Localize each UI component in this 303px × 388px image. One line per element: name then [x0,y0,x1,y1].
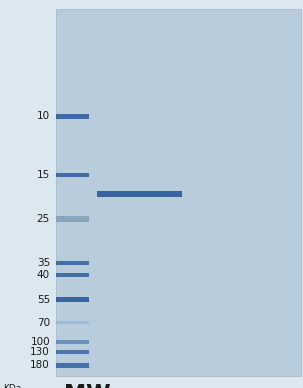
Bar [56,9,301,376]
Text: 100: 100 [30,337,50,347]
Bar [56,297,89,302]
Bar [56,321,89,324]
Text: KDa: KDa [3,384,21,388]
Bar [56,261,89,265]
Text: 25: 25 [37,214,50,224]
Text: 55: 55 [37,294,50,305]
Text: 15: 15 [37,170,50,180]
Text: 10: 10 [37,111,50,121]
Bar [56,341,89,344]
Bar [56,114,89,119]
Text: 35: 35 [37,258,50,268]
Bar [97,191,182,197]
Text: 180: 180 [30,360,50,371]
Bar [56,350,89,354]
Text: MW: MW [64,384,110,388]
Text: 40: 40 [37,270,50,280]
Text: 70: 70 [37,318,50,328]
Bar [56,217,89,222]
Bar [56,363,89,368]
Bar [56,272,89,277]
Text: 130: 130 [30,347,50,357]
Bar [56,173,89,177]
